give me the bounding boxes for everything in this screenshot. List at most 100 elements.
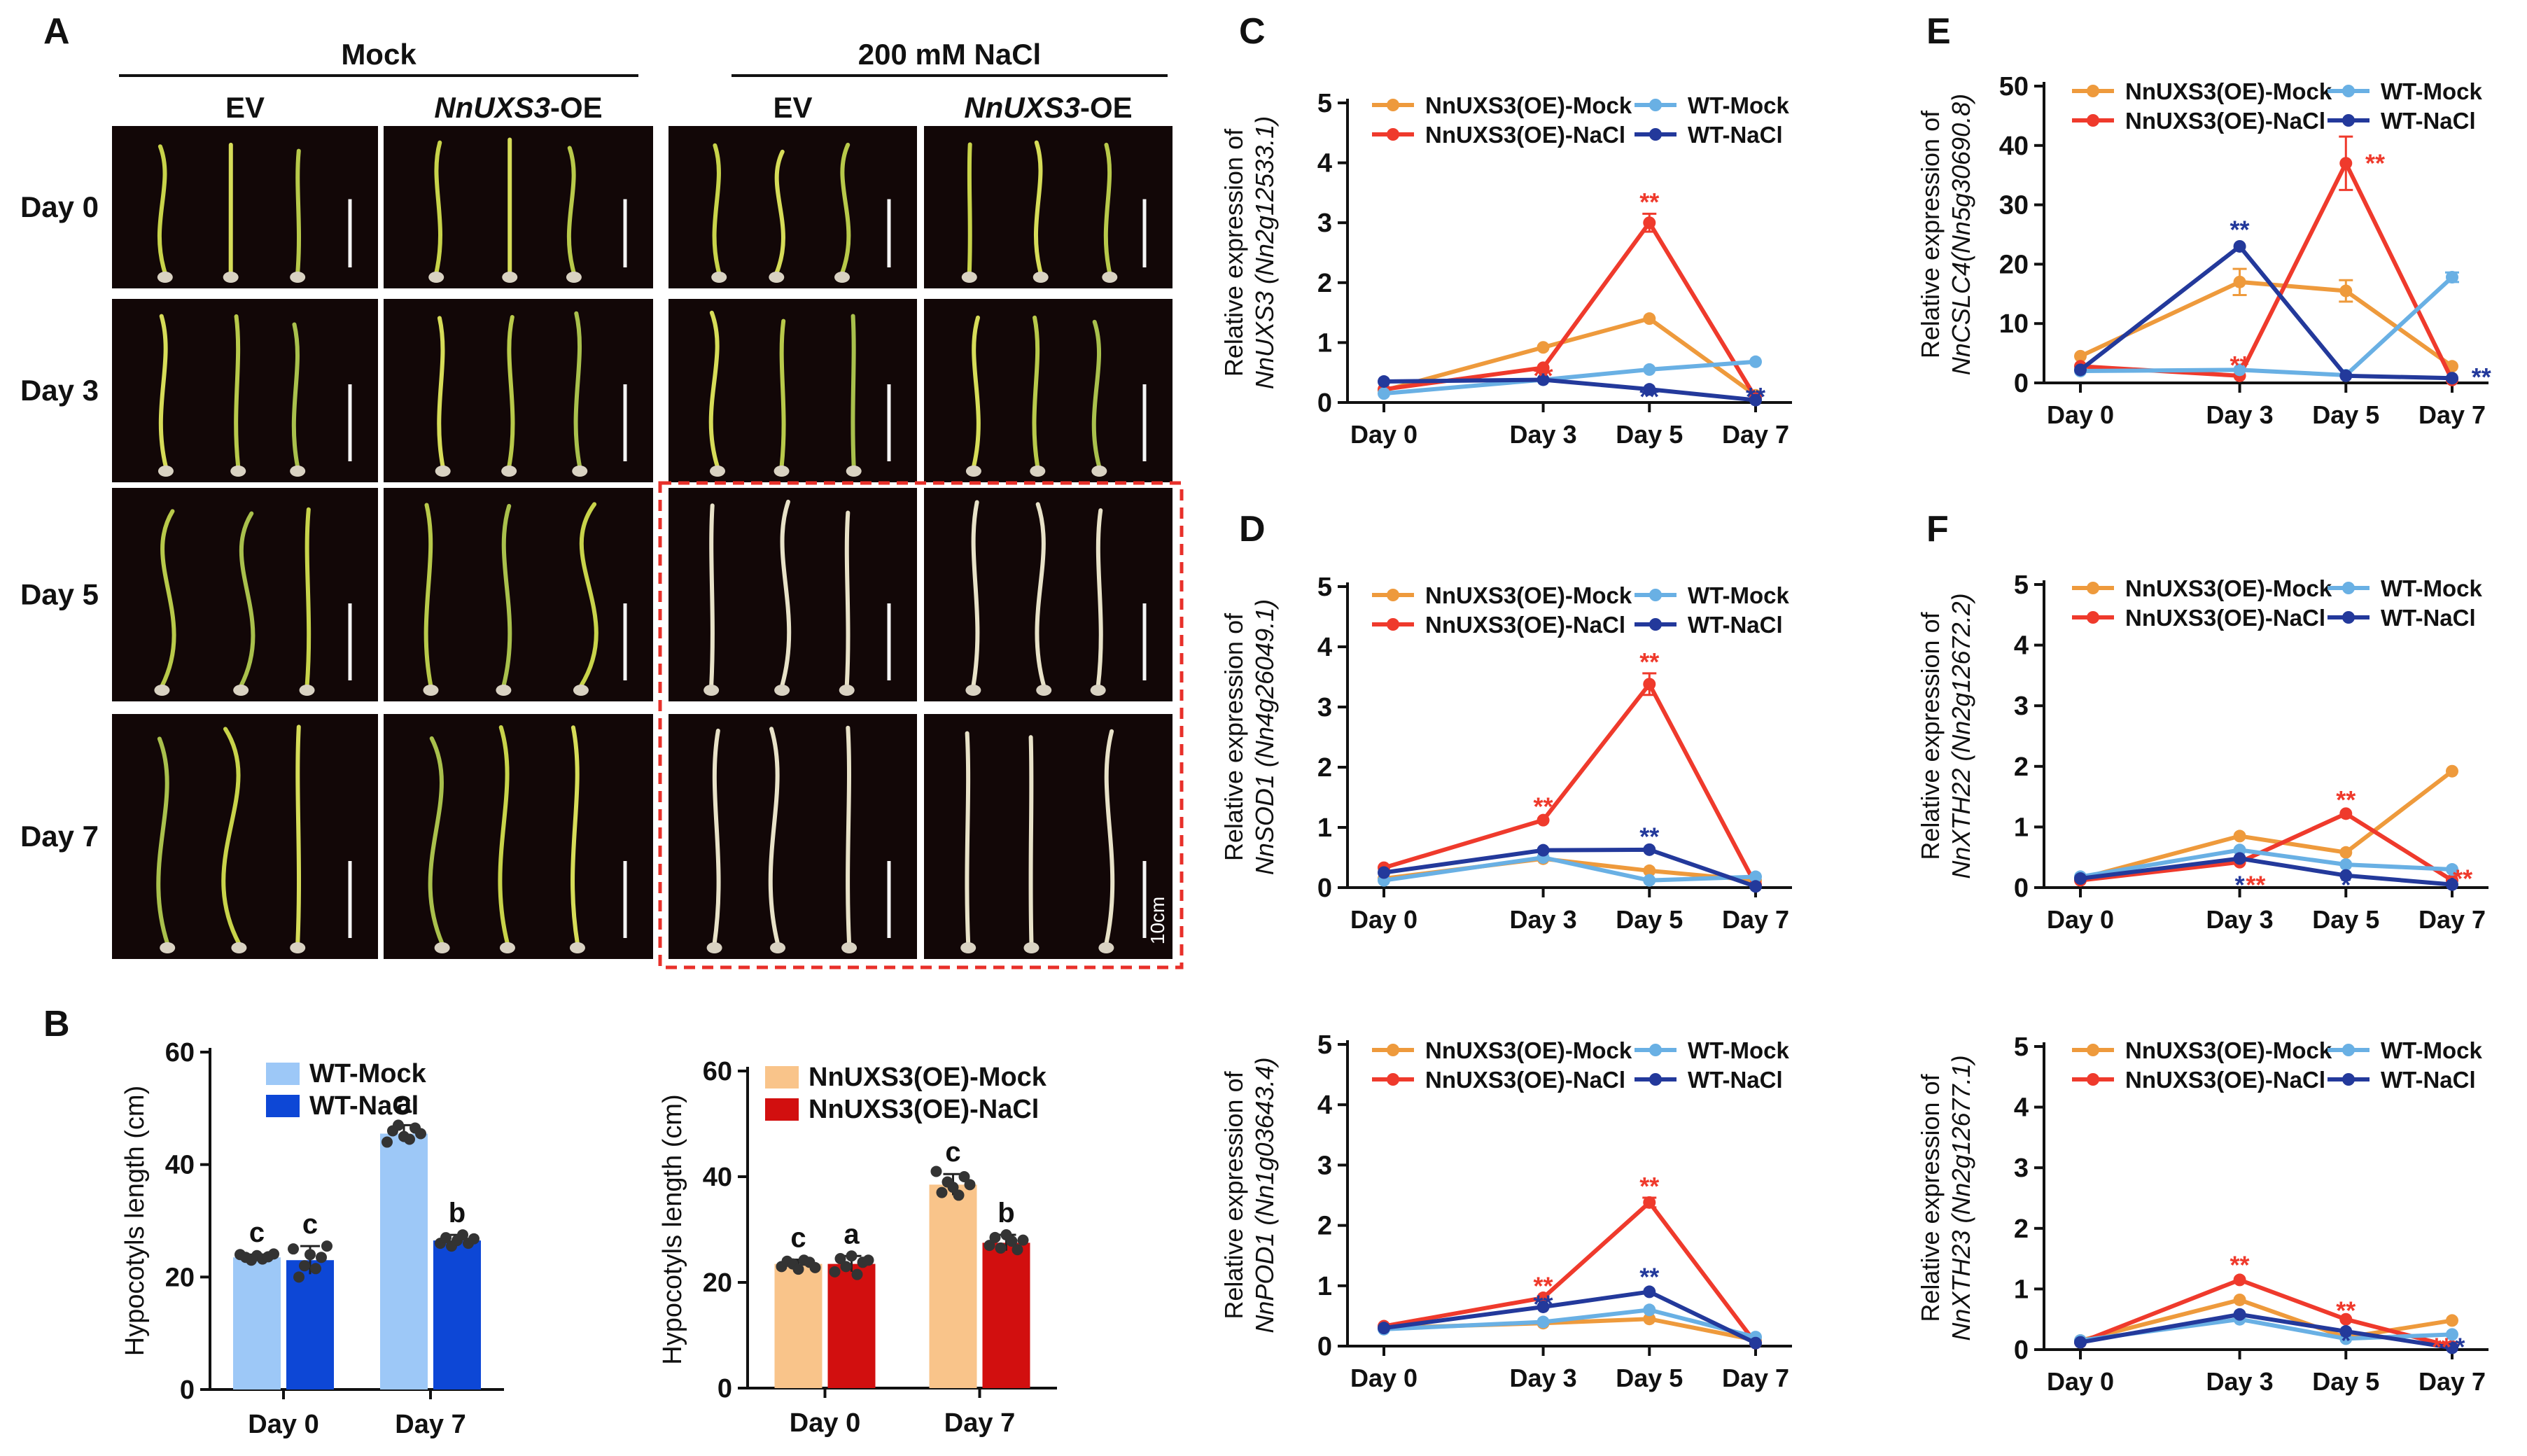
- seedling-stem: [578, 502, 598, 688]
- legend-label: NnUXS3(OE)-Mock: [2125, 575, 2332, 601]
- y-axis-label: Relative expression ofNnCSLC4(Nn5g30690.…: [1916, 94, 1975, 375]
- series-point: [2339, 157, 2353, 170]
- series-line: [1383, 377, 1756, 402]
- seed: [1091, 465, 1107, 477]
- data-point: [468, 1233, 479, 1245]
- series-point: [2446, 863, 2458, 876]
- seedling-stem: [570, 725, 580, 946]
- x-tick-label: Day 0: [2047, 400, 2114, 429]
- seed: [290, 272, 306, 283]
- legend-label: NnUXS3(OE)-Mock: [1425, 1037, 1632, 1063]
- data-point: [930, 1166, 942, 1177]
- significance-letter: a: [844, 1219, 860, 1250]
- x-tick-label: Day 5: [2312, 905, 2379, 934]
- series-line: [2080, 1297, 2453, 1343]
- seedling-stem: [156, 736, 170, 946]
- bar: [433, 1240, 481, 1390]
- row-label: Day 3: [20, 374, 99, 407]
- y-tick-label: 4: [2014, 631, 2029, 661]
- seed: [1036, 685, 1052, 696]
- seedling-photo: [924, 714, 1172, 959]
- highlight-box: [658, 481, 1184, 969]
- seedling-stem: [507, 315, 515, 469]
- legend-marker: [2342, 1044, 2355, 1056]
- seedling-stem: [573, 311, 582, 469]
- series-point: [1536, 1315, 1550, 1329]
- legend-label: WT-Mock: [2381, 1037, 2482, 1063]
- series-point: [2233, 239, 2246, 253]
- series-point: [2074, 363, 2087, 377]
- seedling-stem: [501, 503, 512, 688]
- seedling-stem: [971, 315, 981, 469]
- seedling-stem: [434, 140, 442, 275]
- series-point: [2446, 372, 2458, 385]
- significance-marker: **: [2230, 1250, 2250, 1279]
- seed: [846, 465, 862, 477]
- seed: [157, 272, 173, 283]
- data-point: [1011, 1244, 1023, 1256]
- x-tick-label: Day 0: [1350, 420, 1418, 449]
- seedling-stem: [1104, 729, 1115, 946]
- significance-letter: b: [449, 1198, 465, 1228]
- legend-marker: [1387, 589, 1399, 601]
- legend-marker: [1649, 618, 1662, 631]
- y-tick-label: 2: [1317, 753, 1332, 783]
- seedling-photo: [924, 299, 1172, 482]
- seedling-stem: [295, 724, 302, 946]
- y-axis-label: Relative expression ofNnXTH22 (Nn2g12672…: [1916, 593, 1975, 878]
- chart-panel-e-5: 0 10 20 30 40 50 Relative expression ofNnCSLC4…: [1916, 72, 2491, 429]
- data-point: [834, 1253, 846, 1265]
- legend-marker: [1649, 589, 1662, 601]
- significance-marker: **: [2336, 785, 2356, 814]
- significance-marker: **: [1534, 1289, 1553, 1318]
- significance-marker: *: [2341, 1326, 2351, 1355]
- series-line: [2080, 158, 2454, 382]
- x-tick-label: Day 0: [2047, 1367, 2114, 1396]
- panel-letter: C: [1239, 11, 1266, 52]
- data-point: [995, 1242, 1007, 1254]
- significance-marker: **: [2453, 864, 2472, 893]
- seedling-stem: [1096, 508, 1103, 688]
- significance-marker: *: [2455, 1332, 2465, 1361]
- data-point: [404, 1133, 415, 1145]
- data-point: [953, 1189, 965, 1201]
- seedling-stem: [844, 510, 850, 688]
- significance-marker: *: [2235, 870, 2245, 899]
- series-point: [1536, 1292, 1550, 1305]
- legend-marker: [1649, 99, 1662, 111]
- bar: [774, 1264, 822, 1388]
- significance-letter: c: [302, 1209, 318, 1240]
- data-point: [964, 1179, 976, 1191]
- data-point: [851, 1268, 863, 1280]
- series-line: [1383, 680, 1758, 886]
- seedling-stem: [1033, 140, 1043, 275]
- series-point: [1749, 880, 1762, 893]
- significance-marker: **: [2432, 1332, 2451, 1361]
- legend-label: WT-Mock: [2381, 575, 2482, 601]
- x-tick-label: Day 5: [1616, 905, 1683, 934]
- seed: [710, 465, 726, 477]
- x-tick-label: Day 5: [1616, 1364, 1683, 1392]
- column-header: NnUXS3-OE: [434, 91, 602, 124]
- y-tick-label: 0: [718, 1374, 732, 1404]
- series-point: [1643, 1303, 1656, 1317]
- chart-panel-b-1: 0 20 40 60 Hypocotyls length (cm) Day 0 c a Day …: [658, 1057, 1057, 1438]
- y-tick-label: 3: [1317, 209, 1332, 238]
- series-point: [2339, 1325, 2353, 1338]
- scale-bar-label: 10cm: [1147, 897, 1168, 944]
- data-point: [415, 1128, 426, 1140]
- significance-marker: **: [1639, 188, 1659, 216]
- series-line: [1383, 316, 1757, 398]
- series-point: [2446, 271, 2458, 284]
- series-line: [2080, 275, 2454, 378]
- seed: [435, 465, 451, 477]
- legend-marker: [2087, 1073, 2099, 1086]
- data-point: [947, 1182, 959, 1194]
- series-point: [1536, 373, 1550, 386]
- bar: [380, 1133, 428, 1390]
- y-tick-label: 5: [2014, 1032, 2029, 1062]
- data-point: [862, 1254, 874, 1266]
- series-point: [1536, 1300, 1550, 1313]
- data-point: [958, 1171, 970, 1182]
- data-point: [1006, 1236, 1018, 1247]
